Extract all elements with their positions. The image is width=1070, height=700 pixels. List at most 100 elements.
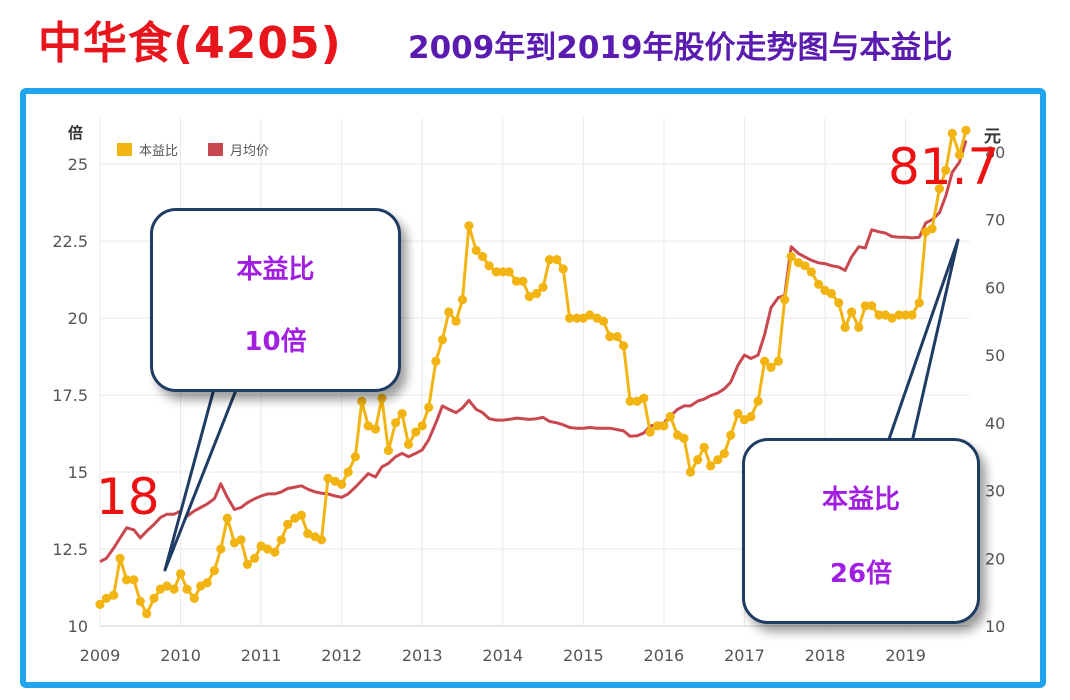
- pe-point: [585, 310, 595, 320]
- pe-point: [216, 544, 226, 554]
- pe-point: [129, 575, 139, 585]
- pe-point: [451, 316, 461, 326]
- pe-point: [726, 430, 736, 440]
- pe-point: [202, 578, 212, 588]
- pe-point: [142, 609, 152, 619]
- right-pe-callout: 本益比 26倍: [742, 438, 980, 624]
- pe-point: [236, 535, 246, 545]
- pe-point: [914, 298, 924, 308]
- right-tick-label: 20: [985, 549, 1005, 568]
- pe-point: [941, 165, 951, 175]
- right-tick-label: 30: [985, 482, 1005, 501]
- pe-point: [478, 251, 488, 262]
- pe-point: [773, 356, 783, 366]
- pe-point: [713, 455, 723, 465]
- pe-point: [471, 245, 481, 255]
- right-tick-label: 60: [985, 278, 1005, 297]
- pe-point: [457, 295, 468, 305]
- pe-point: [370, 424, 381, 434]
- pe-point: [250, 553, 260, 563]
- pe-point: [860, 301, 870, 311]
- right-callout-title: 本益比: [821, 485, 900, 515]
- pe-point: [887, 313, 897, 323]
- pe-point: [659, 421, 669, 431]
- pe-point: [867, 301, 877, 311]
- pe-point: [693, 455, 703, 465]
- pe-point: [504, 267, 514, 277]
- pe-point: [444, 307, 454, 317]
- left-tick-label: 25: [68, 155, 88, 174]
- pe-point: [115, 553, 125, 563]
- left-callout-title: 本益比: [236, 255, 315, 285]
- right-tick-label: 50: [985, 346, 1005, 365]
- pe-point: [544, 255, 555, 265]
- pe-point: [437, 335, 447, 345]
- pe-point: [558, 264, 568, 274]
- pe-point: [552, 255, 562, 265]
- pe-point: [391, 418, 401, 428]
- x-tick-label: 2018: [805, 646, 846, 665]
- legend-swatch-price: [208, 143, 223, 156]
- pe-point: [847, 307, 857, 317]
- pe-point: [242, 559, 252, 570]
- grid-layer: [99, 118, 970, 627]
- pe-point: [377, 393, 387, 403]
- pe-point: [431, 356, 441, 366]
- pe-point: [383, 445, 393, 456]
- pe-point: [605, 332, 615, 342]
- pe-point: [222, 513, 232, 523]
- end-price-label: 81.7: [888, 138, 1000, 196]
- pe-point: [491, 267, 501, 277]
- pe-point: [706, 461, 716, 471]
- right-tick-label: 80: [985, 143, 1005, 162]
- pe-point: [901, 310, 911, 320]
- pe-point: [296, 510, 306, 520]
- pe-point: [363, 421, 373, 431]
- pe-point: [665, 412, 675, 422]
- pe-point: [532, 288, 542, 299]
- pe-point: [209, 566, 219, 576]
- right-tick-label: 10: [985, 617, 1005, 636]
- pe-point: [826, 288, 837, 299]
- pe-point: [182, 584, 192, 594]
- pe-point: [927, 224, 937, 234]
- pe-point: [316, 535, 327, 545]
- pe-point: [283, 519, 293, 530]
- right-tick-label: 40: [985, 414, 1005, 433]
- pe-point: [263, 544, 273, 554]
- pe-point: [760, 356, 770, 366]
- pe-point: [518, 276, 528, 286]
- x-tick-label: 2009: [80, 646, 121, 665]
- right-callout-value: 26倍: [829, 559, 893, 589]
- left-tick-label: 17.5: [52, 386, 88, 405]
- pe-point: [954, 150, 965, 160]
- pe-point: [189, 593, 199, 603]
- pe-point: [538, 282, 548, 292]
- pe-point: [572, 313, 582, 323]
- pe-point: [894, 310, 904, 320]
- pe-point: [625, 396, 635, 406]
- x-tick-label: 2019: [885, 646, 926, 665]
- pe-point: [162, 581, 172, 591]
- pe-point: [679, 433, 689, 443]
- left-tick-label: 10: [68, 617, 88, 636]
- left-callout-pointer: [163, 383, 240, 572]
- pe-point: [806, 267, 816, 277]
- pe-point: [95, 599, 105, 610]
- pe-point: [854, 322, 864, 332]
- x-tick-label: 2014: [482, 646, 523, 665]
- pe-point: [109, 590, 119, 600]
- left-tick-label: 22.5: [52, 232, 88, 251]
- pe-point: [176, 569, 186, 579]
- legend-label-pe: 本益比: [139, 144, 178, 159]
- axis-layer: 10 12.5 15 17.5 20 22.5 25 10 20 30 40 50 60 70 80 2009…: [52, 124, 1005, 665]
- page-title: 中华食(4205): [38, 18, 342, 69]
- pe-point: [101, 593, 111, 603]
- pe-point: [598, 316, 609, 326]
- pe-point: [766, 362, 776, 372]
- pe-point: [814, 279, 824, 289]
- pe-point: [907, 310, 917, 320]
- pe-point: [719, 449, 729, 459]
- left-pe-callout: 本益比 10倍: [150, 208, 401, 392]
